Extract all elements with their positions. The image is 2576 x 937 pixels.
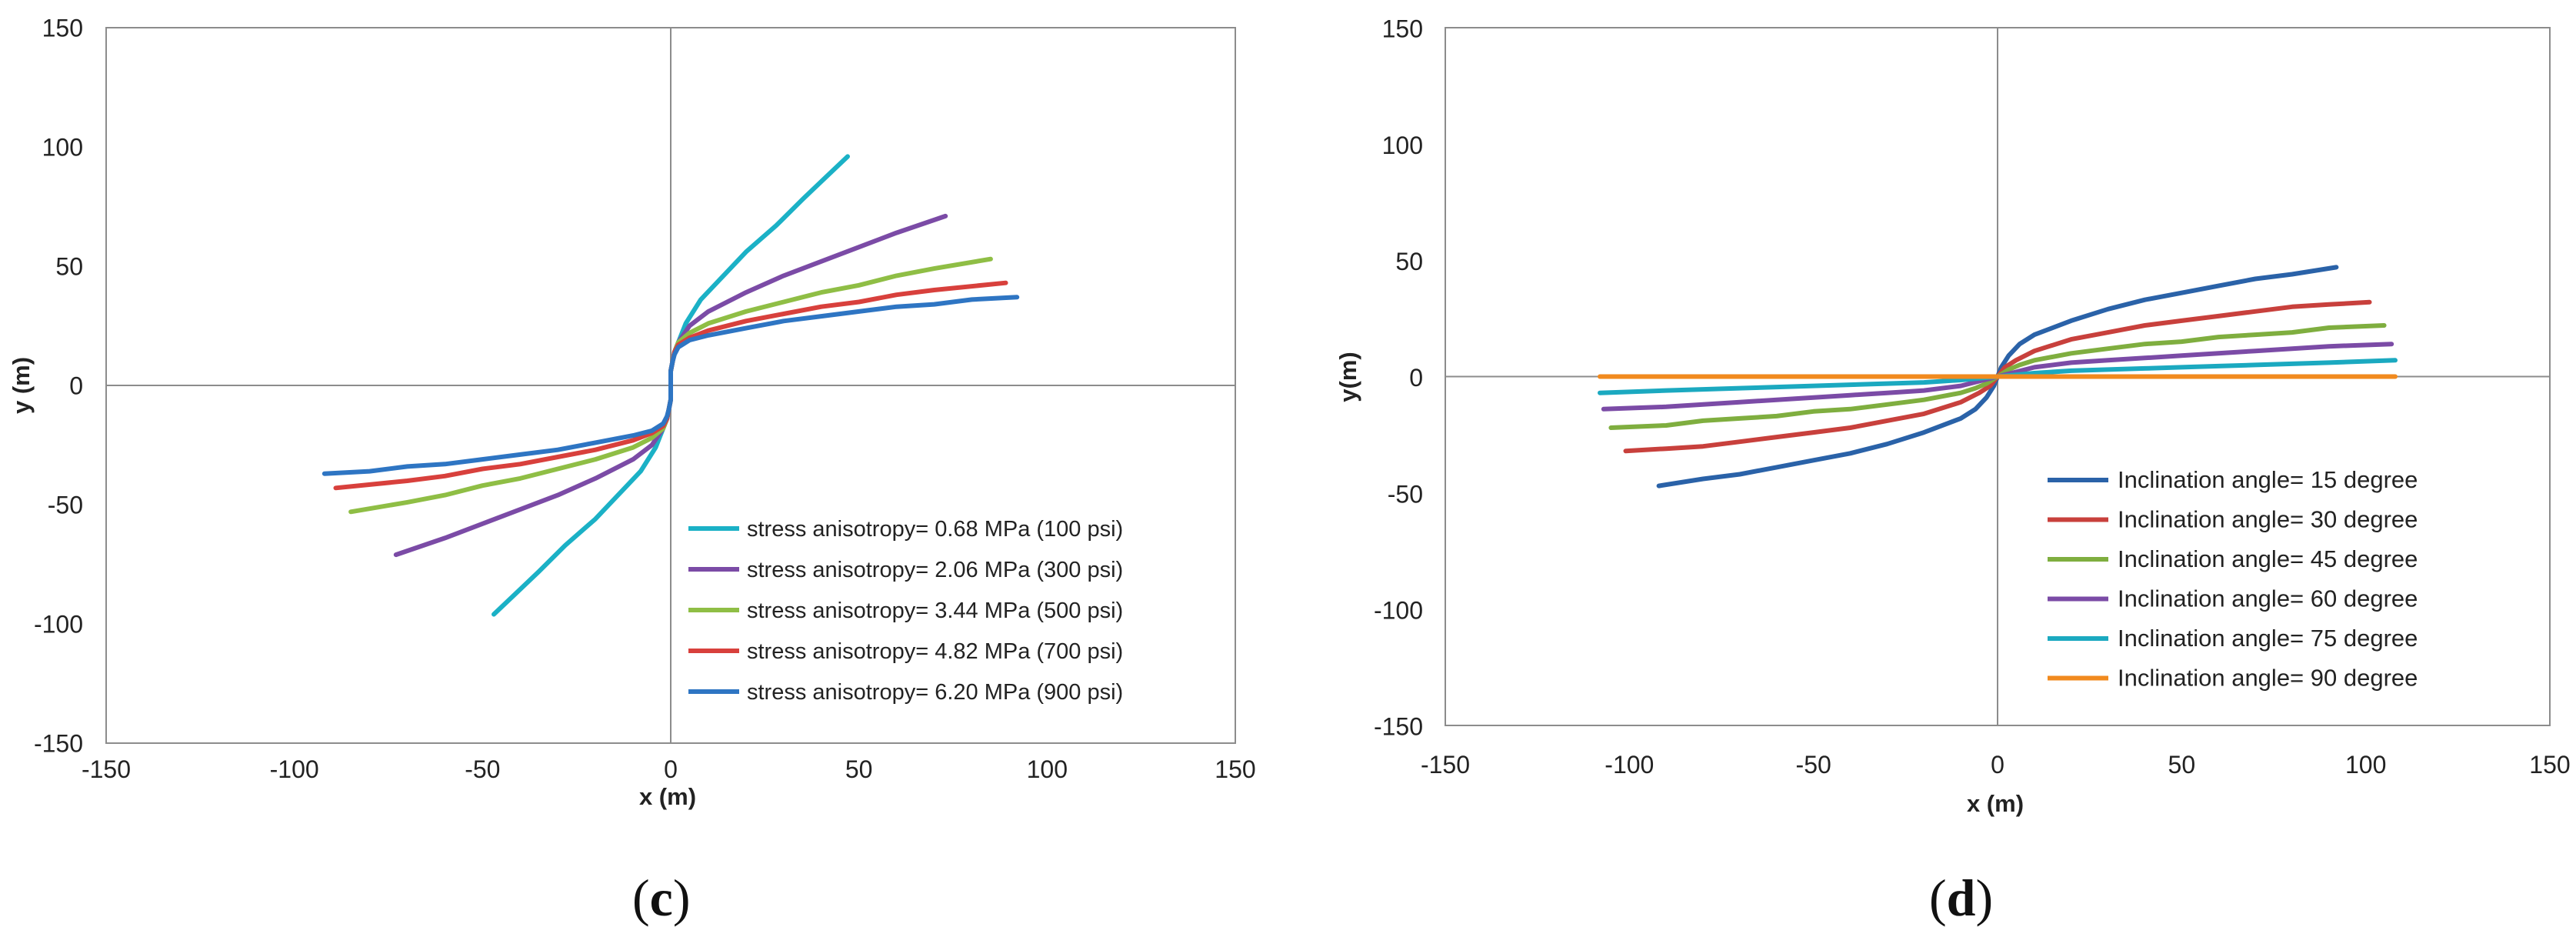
panel-label-d-letter: d [1947, 869, 1976, 927]
x-tick-label-c: 100 [1027, 755, 1068, 783]
legend-label-c-3: stress anisotropy= 3.44 MPa (500 psi) [747, 599, 1123, 623]
series-group-c [322, 154, 1020, 617]
y-tick-label-c: -150 [34, 730, 83, 758]
y-tick-label-d: 50 [1395, 248, 1423, 275]
y-tick-label-d: 0 [1409, 364, 1423, 392]
x-tick-label-d: 100 [2345, 751, 2386, 779]
x-tick-label-c: 0 [664, 755, 678, 783]
x-tick-label-c: -100 [270, 755, 319, 783]
legend-label-c-2: stress anisotropy= 2.06 MPa (300 psi) [747, 558, 1123, 582]
y-tick-label-d: -100 [1374, 596, 1423, 624]
legend-label-c-5: stress anisotropy= 6.20 MPa (900 psi) [747, 680, 1123, 705]
panel-label-c-letter: c [650, 869, 673, 927]
series-group-d [1598, 265, 2398, 489]
legend-label-c-4: stress anisotropy= 4.82 MPa (700 psi) [747, 639, 1123, 664]
legend-label-c-1: stress anisotropy= 0.68 MPa (100 psi) [747, 517, 1123, 542]
x-tick-label-d: 0 [1991, 751, 2004, 779]
chart-d: -150 -100 -50 0 50 100 150 -150 -100 -50 0 50 100 150… [1335, 15, 2571, 927]
legend-label-d-4: Inclination angle= 60 degree [2118, 585, 2418, 612]
legend-c: stress anisotropy= 0.68 MPa (100 psi) str… [688, 517, 1123, 705]
y-tick-label-d: 100 [1382, 132, 1423, 159]
x-tick-label-c: -150 [82, 755, 131, 783]
x-axis-title-d: x (m) [1967, 790, 2024, 817]
tick-labels-d: -150 -100 -50 0 50 100 150 -150 -100 -50 0 50 100 150 [1374, 15, 2571, 779]
x-tick-label-c: 150 [1215, 755, 1255, 783]
y-tick-label-c: 0 [69, 372, 83, 400]
legend-label-d-5: Inclination angle= 75 degree [2118, 625, 2418, 652]
x-tick-label-c: 50 [845, 755, 873, 783]
panel-label-c: (c) [632, 869, 691, 927]
legend-label-d-1: Inclination angle= 15 degree [2118, 466, 2418, 493]
y-tick-label-d: -150 [1374, 713, 1423, 741]
x-tick-label-d: 150 [2529, 751, 2570, 779]
x-tick-label-c: -50 [465, 755, 500, 783]
y-tick-label-c: -100 [34, 611, 83, 639]
panel-label-d: (d) [1929, 869, 1993, 927]
legend-label-d-6: Inclination angle= 90 degree [2118, 665, 2418, 692]
legend-d: Inclination angle= 15 degree Inclination … [2048, 466, 2418, 692]
x-tick-label-d: 50 [2168, 751, 2196, 779]
y-tick-label-d: 150 [1382, 15, 1423, 43]
y-tick-label-c: -50 [48, 492, 83, 519]
y-axis-title-c: y (m) [8, 357, 35, 414]
y-tick-label-c: 100 [42, 134, 83, 162]
y-axis-title-d: y(m) [1335, 352, 1361, 402]
x-axis-title-c: x (m) [639, 783, 696, 810]
series-line-c-5 [322, 295, 1020, 476]
x-tick-label-d: -50 [1796, 751, 1831, 779]
y-tick-label-c: 150 [42, 15, 83, 42]
x-tick-label-d: -100 [1605, 751, 1654, 779]
tick-labels-c: -150 -100 -50 0 50 100 150 -150 -100 -50 0 50 100 150 [34, 15, 1256, 783]
chart-c: -150 -100 -50 0 50 100 150 -150 -100 -50 0 50 100 150… [8, 15, 1256, 927]
legend-label-d-3: Inclination angle= 45 degree [2118, 545, 2418, 572]
y-tick-label-c: 50 [55, 253, 83, 281]
legend-label-d-2: Inclination angle= 30 degree [2118, 506, 2418, 533]
x-tick-label-d: -150 [1421, 751, 1470, 779]
y-tick-label-d: -50 [1388, 480, 1423, 508]
